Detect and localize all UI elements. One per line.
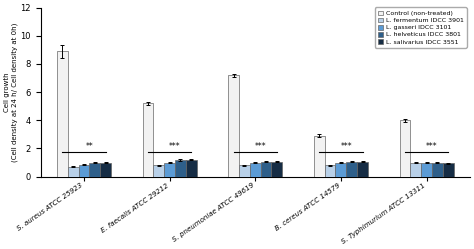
Bar <box>314 136 325 177</box>
Text: ***: *** <box>426 142 438 151</box>
Bar <box>410 163 421 177</box>
Bar <box>400 120 410 177</box>
Bar <box>325 165 336 177</box>
Y-axis label: Cell growth
(Cell density at 24 h/ Cell density at 0h): Cell growth (Cell density at 24 h/ Cell … <box>4 22 18 162</box>
Bar <box>421 163 432 177</box>
Bar <box>239 165 250 177</box>
Bar <box>336 163 346 177</box>
Bar <box>432 163 443 177</box>
Bar <box>100 163 111 177</box>
Text: **: ** <box>85 142 93 151</box>
Legend: Control (non-treated), L. fermentum IDCC 3901, L. gasseri IDCC 3101, L. helvetic: Control (non-treated), L. fermentum IDCC… <box>375 7 467 48</box>
Text: ***: *** <box>340 142 352 151</box>
Bar <box>90 163 100 177</box>
Bar <box>175 160 186 177</box>
Bar <box>357 162 368 177</box>
Bar <box>228 75 239 177</box>
Bar <box>186 160 197 177</box>
Bar <box>154 165 164 177</box>
Text: ***: *** <box>255 142 266 151</box>
Bar <box>250 163 261 177</box>
Bar <box>79 165 90 177</box>
Bar <box>143 103 154 177</box>
Bar <box>346 162 357 177</box>
Bar <box>261 162 272 177</box>
Bar <box>68 167 79 177</box>
Bar <box>57 51 68 177</box>
Text: ***: *** <box>169 142 181 151</box>
Bar <box>164 163 175 177</box>
Bar <box>272 162 283 177</box>
Bar <box>443 163 454 177</box>
